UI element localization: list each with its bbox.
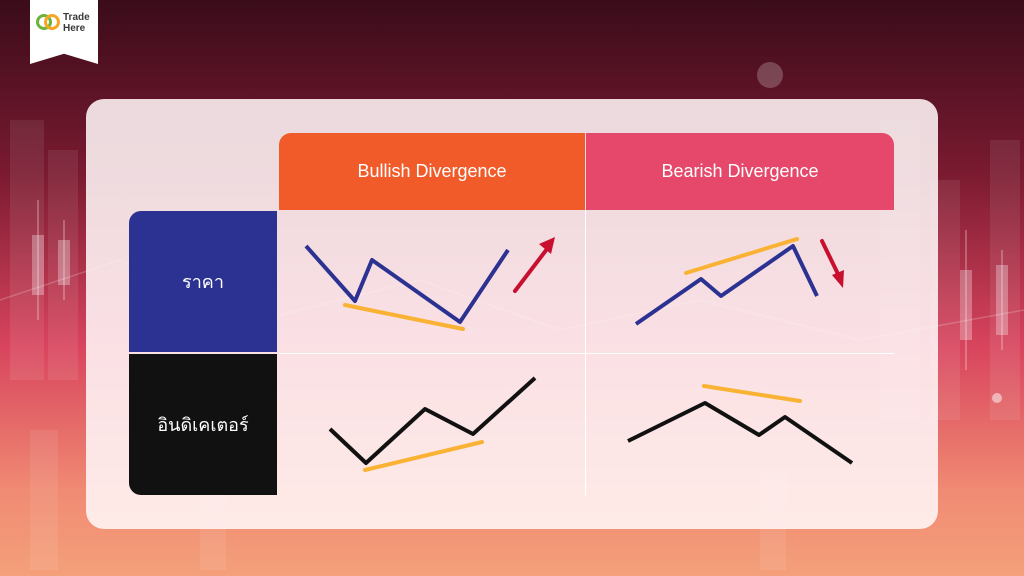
brand-name: Trade Here [63,12,97,34]
bullish-indicator-line [328,376,537,465]
bullish-price-cell [279,211,585,352]
bearish-price-line [634,244,819,326]
bearish-indicator-cell [586,354,894,495]
brand-line-1: Trade [63,12,90,23]
grid-divider-horizontal [279,353,894,354]
bearish-down-arrow-shaft [820,239,840,276]
bullish-price-trendline [343,303,465,331]
bullish-up-arrow-head [539,237,555,254]
bearish-divergence-header: Bearish Divergence [586,133,894,210]
indicator-row-label: อินดิเคเตอร์ [129,354,277,495]
bearish-price-diagram [634,237,844,326]
bullish-indicator-cell [279,354,585,495]
bullish-price-line [304,244,510,324]
bearish-price-trendline [684,237,799,275]
brand-line-2: Here [63,23,86,34]
bearish-down-arrow-head [832,270,844,288]
bullish-price-diagram [304,237,555,331]
bearish-indicator-trendline [702,384,802,403]
bullish-indicator-trendline [363,440,484,472]
bearish-indicator-line [627,401,854,465]
price-row-label: ราคา [129,211,277,352]
brand-logo: Trade Here [30,0,98,64]
bearish-price-cell [586,211,894,352]
bullish-indicator-diagram [328,376,537,472]
bullish-up-arrow-shaft [513,247,549,293]
bearish-indicator-diagram [627,384,854,465]
bullish-divergence-header: Bullish Divergence [279,133,585,210]
brand-logo-mark-icon [36,14,60,30]
